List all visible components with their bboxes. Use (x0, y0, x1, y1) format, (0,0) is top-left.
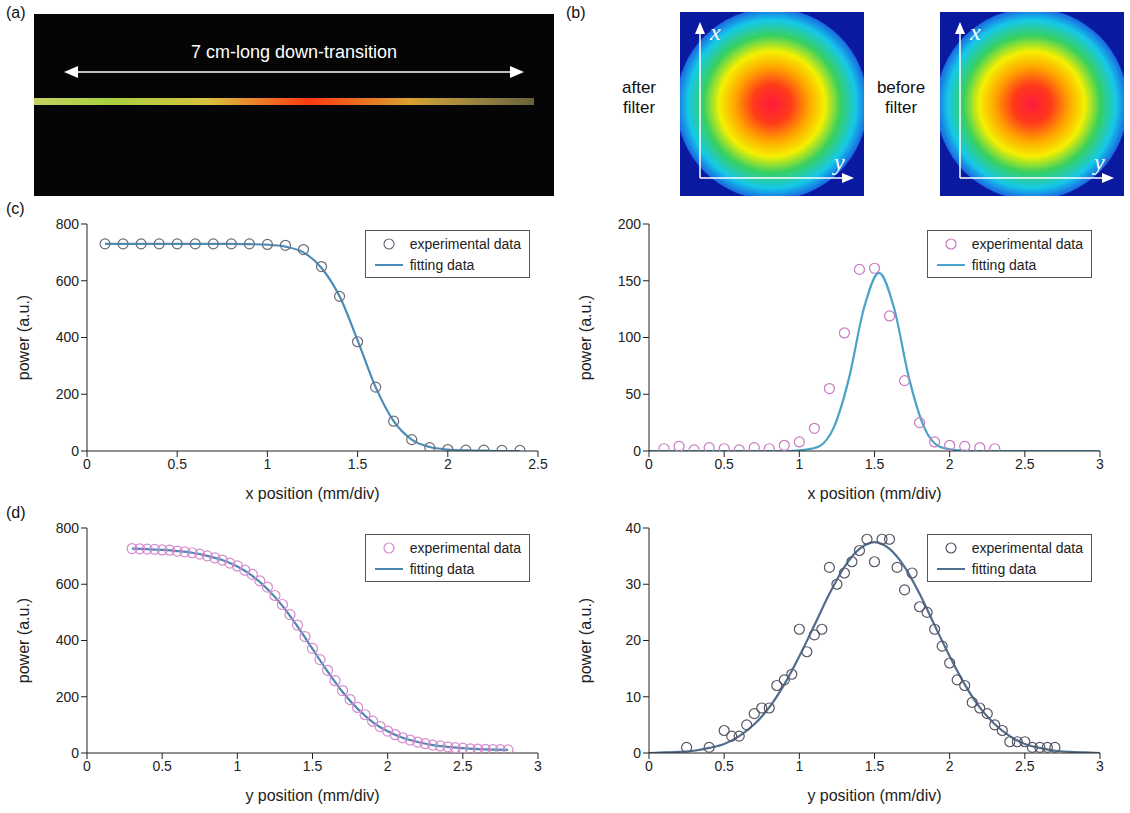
html-text:fitting data: fitting data (409, 560, 475, 577)
svg-text:2.5: 2.5 (453, 758, 473, 774)
html-text:experimental data: experimental data (409, 235, 521, 252)
svg-text:800: 800 (56, 216, 80, 232)
svg-text:power (a.u.): power (a.u.) (577, 295, 594, 380)
svg-text:0: 0 (83, 456, 91, 472)
svg-text:0: 0 (71, 745, 79, 761)
svg-text:2.5: 2.5 (1015, 456, 1035, 472)
svg-text:200: 200 (56, 689, 80, 705)
html-text:(a): (a) (6, 4, 26, 21)
svg-text:y: y (1092, 149, 1105, 175)
svg-text:600: 600 (56, 273, 80, 289)
svg-text:30: 30 (625, 576, 641, 592)
svg-text:2: 2 (384, 758, 392, 774)
svg-text:400: 400 (56, 632, 80, 648)
svg-text:800: 800 (56, 520, 80, 536)
html-text:fitting data: fitting data (409, 256, 475, 273)
html-text:fitting data: fitting data (971, 560, 1037, 577)
svg-text:2: 2 (946, 758, 954, 774)
svg-text:3: 3 (1096, 456, 1104, 472)
html-text:experimental data: experimental data (971, 539, 1083, 556)
svg-text:0.5: 0.5 (167, 456, 187, 472)
svg-text:150: 150 (618, 273, 642, 289)
svg-text:2: 2 (444, 456, 452, 472)
svg-text:x: x (709, 19, 721, 45)
html-text:(b): (b) (566, 4, 586, 21)
svg-text:1.5: 1.5 (348, 456, 368, 472)
svg-text:10: 10 (625, 689, 641, 705)
svg-text:y position (mm/div): y position (mm/div) (245, 787, 379, 804)
svg-text:50: 50 (625, 386, 641, 402)
html-text:(d): (d) (6, 504, 26, 521)
svg-text:power (a.u.): power (a.u.) (15, 295, 32, 380)
svg-text:200: 200 (618, 216, 642, 232)
svg-text:1: 1 (795, 456, 803, 472)
svg-text:100: 100 (618, 329, 642, 345)
svg-text:40: 40 (625, 520, 641, 536)
svg-text:1: 1 (233, 758, 241, 774)
svg-text:200: 200 (56, 386, 80, 402)
svg-text:0: 0 (83, 758, 91, 774)
svg-text:3: 3 (1096, 758, 1104, 774)
svg-text:0.5: 0.5 (152, 758, 172, 774)
svg-text:1: 1 (264, 456, 272, 472)
svg-text:power (a.u.): power (a.u.) (15, 598, 32, 683)
html-text:after filter: after filter (622, 78, 656, 117)
svg-text:y position (mm/div): y position (mm/div) (807, 787, 941, 804)
svg-text:y: y (832, 149, 845, 175)
html-text:experimental data: experimental data (409, 539, 521, 556)
svg-text:2: 2 (946, 456, 954, 472)
svg-text:600: 600 (56, 576, 80, 592)
svg-text:1.5: 1.5 (865, 456, 885, 472)
svg-text:0: 0 (645, 456, 653, 472)
svg-text:7 cm-long down-transition: 7 cm-long down-transition (191, 42, 397, 62)
svg-text:2.5: 2.5 (528, 456, 548, 472)
svg-text:0.5: 0.5 (714, 758, 734, 774)
svg-text:x: x (969, 19, 981, 45)
svg-text:0: 0 (71, 443, 79, 459)
svg-text:20: 20 (625, 632, 641, 648)
html-text:(c): (c) (6, 200, 25, 217)
svg-text:1.5: 1.5 (865, 758, 885, 774)
html-text:fitting data: fitting data (971, 256, 1037, 273)
svg-text:2.5: 2.5 (1015, 758, 1035, 774)
svg-text:power (a.u.): power (a.u.) (577, 598, 594, 683)
svg-text:1.5: 1.5 (303, 758, 323, 774)
svg-text:0: 0 (633, 443, 641, 459)
svg-text:x position (mm/div): x position (mm/div) (245, 485, 379, 502)
html-text:before filter: before filter (876, 78, 926, 117)
svg-text:0: 0 (633, 745, 641, 761)
svg-text:x position (mm/div): x position (mm/div) (807, 485, 941, 502)
svg-text:3: 3 (534, 758, 542, 774)
html-text:experimental data: experimental data (971, 235, 1083, 252)
svg-text:0.5: 0.5 (714, 456, 734, 472)
svg-text:400: 400 (56, 329, 80, 345)
svg-text:0: 0 (645, 758, 653, 774)
svg-text:1: 1 (795, 758, 803, 774)
